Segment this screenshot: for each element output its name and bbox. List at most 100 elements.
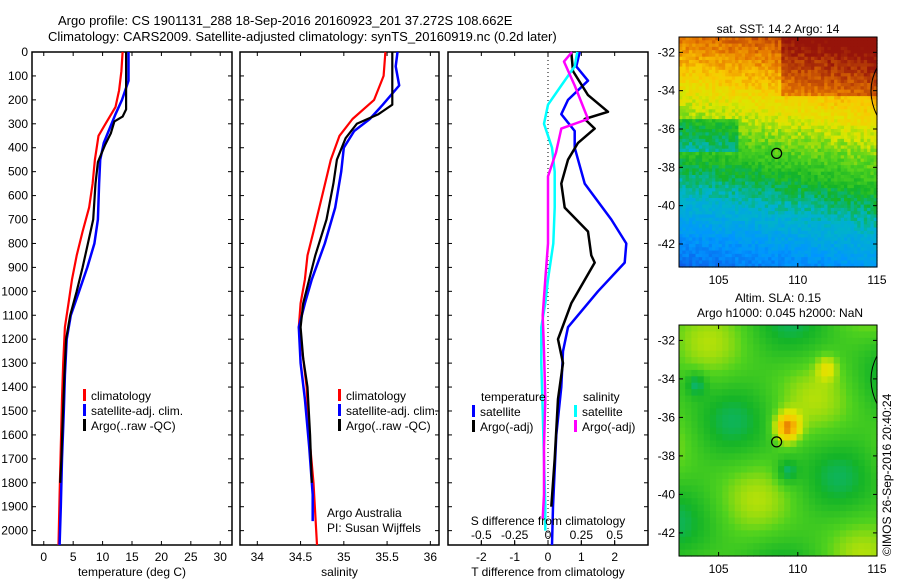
map-cell <box>801 142 805 147</box>
map-cell <box>830 201 835 206</box>
map-cell <box>778 152 782 156</box>
map-cell <box>708 211 713 216</box>
map-cell <box>850 247 855 252</box>
map-cell <box>708 109 713 114</box>
map-cell <box>787 86 792 91</box>
map-cell <box>708 198 713 202</box>
map-cell <box>820 125 825 130</box>
map-cell <box>839 325 847 333</box>
map-cell <box>771 214 776 219</box>
map-cell <box>728 224 733 229</box>
map-cell <box>804 37 809 41</box>
map-cell <box>853 237 858 242</box>
map-cell <box>741 73 746 78</box>
map-cell <box>860 257 865 262</box>
map-cell <box>754 129 759 133</box>
map-cell <box>759 408 767 416</box>
map-cell <box>804 56 809 61</box>
map-cell <box>863 198 868 202</box>
x-tick-label: 10 <box>96 550 110 564</box>
map-cell <box>827 237 832 242</box>
map-cell <box>870 50 875 55</box>
map-cell <box>685 191 690 196</box>
map-cell <box>679 402 686 410</box>
map-cell <box>820 138 825 143</box>
map-cell <box>721 168 726 173</box>
map-cell <box>873 148 878 153</box>
map-cell <box>685 171 690 176</box>
map-cell <box>731 138 736 143</box>
map-cell <box>738 214 743 219</box>
map-cell <box>748 37 753 41</box>
map-cell <box>833 414 841 422</box>
map-cell <box>725 188 730 193</box>
map-cell <box>718 112 723 117</box>
map-cell <box>830 184 835 189</box>
map-cell <box>685 257 690 262</box>
map-cell <box>870 66 875 71</box>
map-cell <box>791 66 796 71</box>
map-cell <box>787 260 792 265</box>
x-tick-label: 34 <box>251 550 265 564</box>
map-cell <box>804 221 809 225</box>
map-cell <box>735 244 739 248</box>
map-cell <box>774 63 779 68</box>
map-cell <box>801 247 805 252</box>
map-cell <box>787 152 792 156</box>
map-cell <box>698 46 703 51</box>
map-cell <box>703 369 711 377</box>
map-cell <box>754 181 759 186</box>
map-cell <box>712 109 716 114</box>
map-cell <box>787 244 792 248</box>
map-cell <box>830 194 835 199</box>
map-cell <box>768 234 772 239</box>
map-cell <box>741 145 746 150</box>
map-cell <box>774 69 779 74</box>
map-cell <box>708 60 713 64</box>
map-cell <box>751 204 756 209</box>
map-cell <box>797 257 802 262</box>
map-cell <box>771 129 776 133</box>
map-cell <box>863 227 868 232</box>
map-cell <box>761 171 766 176</box>
map-cell <box>718 224 723 229</box>
map-cell <box>728 260 733 265</box>
map-cell <box>738 175 743 179</box>
map-cell <box>708 247 713 252</box>
map-cell <box>721 122 726 127</box>
map-cell <box>705 119 710 124</box>
map-cell <box>811 227 815 232</box>
map-cell <box>691 421 699 429</box>
map-cell <box>774 115 779 120</box>
map-cell <box>797 37 802 41</box>
map-cell <box>870 165 875 170</box>
map-cell <box>781 73 786 78</box>
map-cell <box>698 148 703 153</box>
map-cell <box>794 168 799 173</box>
map-cell <box>728 191 733 196</box>
map-cell <box>847 161 852 166</box>
map-cell <box>751 230 756 235</box>
map-cell <box>830 102 835 107</box>
map-cell <box>685 194 690 199</box>
map-cell <box>753 350 761 358</box>
map-cell <box>751 115 756 120</box>
map-cell <box>758 43 763 48</box>
map-cell <box>682 234 687 239</box>
map-cell <box>715 237 720 242</box>
map-cell <box>846 382 853 390</box>
map-cell <box>853 188 858 193</box>
map-cell <box>853 112 858 117</box>
map-cell <box>844 148 848 153</box>
map-cell <box>778 217 782 222</box>
map-cell <box>695 207 700 212</box>
map-cell <box>725 43 730 48</box>
map-cell <box>820 112 825 117</box>
map-cell <box>781 221 786 225</box>
map-cell <box>808 395 816 403</box>
map-cell <box>738 79 743 84</box>
map-cell <box>824 234 829 239</box>
map-cell <box>784 414 791 422</box>
map-cell <box>728 122 733 127</box>
map-cell <box>771 217 776 222</box>
